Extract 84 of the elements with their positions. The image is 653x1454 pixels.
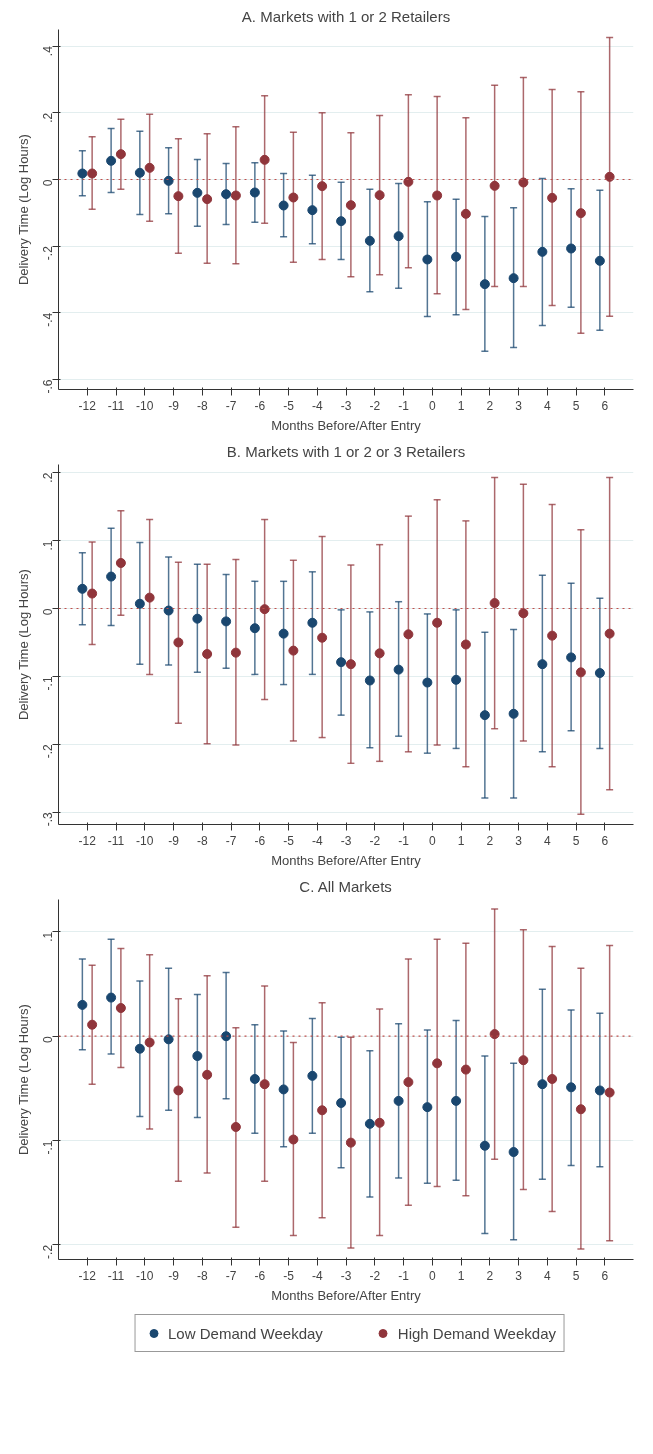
x-tick-label: 0 [428,833,436,848]
x-tick-label: -10 [136,1268,154,1283]
x-tick-label: 1 [457,833,465,848]
x-axis-title: Months Before/After Entry [271,852,422,868]
x-tick-label: -6 [254,398,266,413]
x-tick-label: 5 [572,1268,580,1283]
x-tick-label: -7 [225,398,237,413]
x-tick-label: 5 [572,833,580,848]
x-tick-label: -10 [136,833,154,848]
x-tick-label: -11 [107,1268,125,1283]
x-tick-label: -6 [254,833,266,848]
x-tick-label: -1 [398,398,410,413]
x-tick-label: -2 [369,833,381,848]
x-tick-label: -8 [196,833,208,848]
x-tick-label: 2 [486,1268,494,1283]
x-tick-label: -7 [225,1268,237,1283]
x-tick-label: -3 [340,833,352,848]
y-tick-label: .2 [41,112,55,123]
y-tick-label: -.1 [41,676,55,691]
x-tick-label: 0 [428,398,436,413]
x-tick-label: -5 [283,833,295,848]
x-tick-label: -3 [340,1268,352,1283]
x-tick-label: -10 [136,398,154,413]
y-tick-label: .1 [41,540,55,551]
y-tick-label: .2 [41,472,55,483]
x-tick-label: -4 [311,1268,323,1283]
y-axis-title: Delivery Time (Log Hours) [15,1004,31,1156]
y-tick-label: -.2 [41,245,55,261]
x-tick-label: -8 [196,1268,208,1283]
y-axis-title: Delivery Time (Log Hours) [15,134,31,286]
x-tick-label: 3 [515,833,523,848]
x-axis-title: Months Before/After Entry [271,417,422,433]
x-tick-label: -9 [168,1268,180,1283]
x-tick-label: -5 [283,1268,295,1283]
y-tick-label: .1 [41,931,55,942]
x-tick-label: 4 [543,398,551,413]
x-tick-label: 6 [601,1268,609,1283]
x-tick-label: -12 [78,398,97,413]
x-tick-label: -2 [369,398,381,413]
y-tick-label: 0 [41,179,55,187]
chart-title: A. Markets with 1 or 2 Retailers [241,7,451,25]
x-tick-label: -12 [78,833,97,848]
y-tick-label: 0 [41,608,55,616]
y-tick-label: -.1 [41,1140,55,1155]
x-tick-label: -1 [398,833,410,848]
x-tick-label: 3 [515,1268,523,1283]
x-tick-label: 4 [543,1268,551,1283]
y-tick-label: -.2 [41,744,55,759]
y-tick-label: -.6 [41,379,55,394]
x-tick-label: -9 [168,398,180,413]
legend-label: High Demand Weekday [397,1324,556,1342]
x-tick-label: -4 [311,833,323,848]
x-tick-label: -1 [398,1268,410,1283]
x-tick-label: 1 [457,398,465,413]
x-tick-label: -2 [369,1268,381,1283]
x-tick-label: 3 [515,398,523,413]
x-tick-label: -11 [107,398,125,413]
y-axis-title: Delivery Time (Log Hours) [15,569,31,721]
y-tick-label: -.3 [41,811,55,827]
x-tick-label: -8 [196,398,208,413]
x-tick-label: 0 [428,1268,436,1283]
y-tick-label: -.2 [41,1244,55,1259]
y-tick-label: -.4 [41,312,55,327]
x-tick-label: 6 [601,398,609,413]
x-tick-label: -3 [340,398,352,413]
x-tick-label: -9 [168,833,180,848]
x-tick-label: -12 [78,1268,97,1283]
chart-title: B. Markets with 1 or 2 or 3 Retailers [226,442,466,460]
y-tick-label: .4 [41,45,55,57]
x-tick-label: -11 [107,833,125,848]
x-tick-label: -6 [254,1268,266,1283]
x-axis-title: Months Before/After Entry [271,1287,422,1303]
x-tick-label: 5 [572,398,580,413]
x-tick-label: -4 [311,398,323,413]
legend-label: Low Demand Weekday [168,1324,323,1342]
x-tick-label: 2 [486,833,494,848]
x-tick-label: 2 [486,398,494,413]
x-tick-label: 4 [543,833,551,848]
x-tick-label: 6 [601,833,609,848]
x-tick-label: -5 [283,398,295,413]
x-tick-label: -7 [225,833,237,848]
chart-title: C. All Markets [299,877,392,895]
x-tick-label: 1 [457,1268,465,1283]
y-tick-label: 0 [41,1035,55,1043]
